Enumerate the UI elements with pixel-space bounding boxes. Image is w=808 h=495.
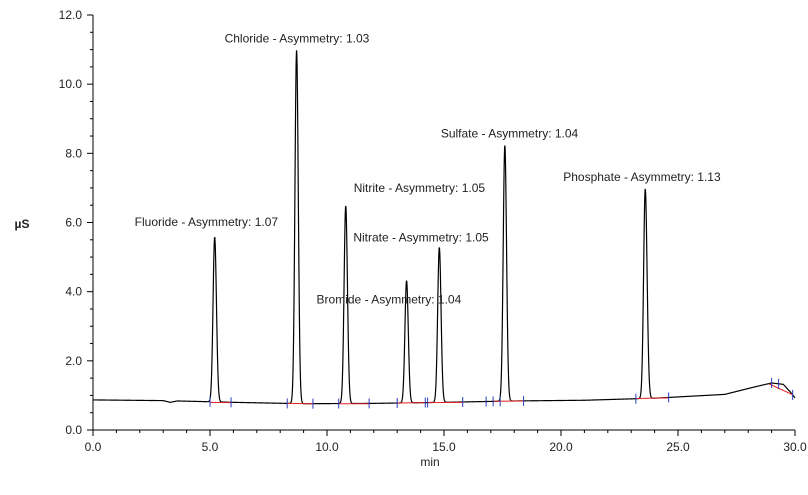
x-tick-label: 25.0 bbox=[666, 440, 690, 454]
plot-area bbox=[93, 50, 796, 409]
integration-baseline-8 bbox=[769, 383, 793, 396]
x-tick-label: 15.0 bbox=[432, 440, 456, 454]
peak-annotations: Fluoride - Asymmetry: 1.07 Chloride - Asy… bbox=[135, 31, 721, 306]
y-tick-label: 2.0 bbox=[65, 354, 82, 368]
peak-label-fluoride: Fluoride - Asymmetry: 1.07 bbox=[135, 215, 279, 229]
peak-label-sulfate: Sulfate - Asymmetry: 1.04 bbox=[441, 126, 579, 140]
peak-label-chloride: Chloride - Asymmetry: 1.03 bbox=[225, 31, 370, 45]
x-tick-label: 30.0 bbox=[783, 440, 807, 454]
y-tick-label: 12.0 bbox=[59, 8, 83, 22]
x-axis-label: min bbox=[420, 455, 439, 469]
peak-label-bromide: Bromide - Asymmetry: 1.04 bbox=[317, 293, 462, 307]
x-tick-label: 20.0 bbox=[549, 440, 573, 454]
integration-baseline-7 bbox=[635, 397, 669, 400]
peak-label-nitrate: Nitrate - Asymmetry: 1.05 bbox=[353, 230, 489, 244]
y-tick-label: 10.0 bbox=[59, 77, 83, 91]
axes: 0.0 2.0 4.0 6.0 8.0 10.0 12.0 0.0 5.0 10.0 15.0 20.… bbox=[59, 8, 807, 454]
x-tick-label: 10.0 bbox=[315, 440, 339, 454]
x-tick-label: 5.0 bbox=[202, 440, 219, 454]
y-tick-label: 6.0 bbox=[65, 216, 82, 230]
y-axis-label: µS bbox=[15, 217, 30, 231]
y-tick-label: 4.0 bbox=[65, 285, 82, 299]
y-tick-label: 0.0 bbox=[65, 423, 82, 437]
x-tick-label: 0.0 bbox=[85, 440, 102, 454]
y-tick-label: 8.0 bbox=[65, 146, 82, 160]
peak-label-nitrite: Nitrite - Asymmetry: 1.05 bbox=[354, 181, 486, 195]
peak-label-phosphate: Phosphate - Asymmetry: 1.13 bbox=[563, 170, 721, 184]
